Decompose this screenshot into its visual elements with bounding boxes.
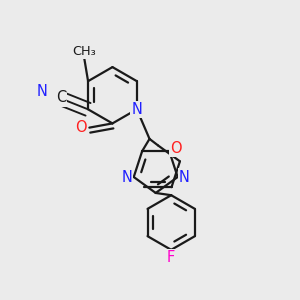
Text: O: O xyxy=(170,141,182,156)
Text: N: N xyxy=(37,84,48,99)
Text: CH₃: CH₃ xyxy=(72,45,96,58)
Text: N: N xyxy=(122,169,132,184)
Text: N: N xyxy=(179,169,190,184)
Text: N: N xyxy=(131,102,142,117)
Text: F: F xyxy=(167,250,175,265)
Text: O: O xyxy=(75,120,86,135)
Text: C: C xyxy=(56,90,66,105)
